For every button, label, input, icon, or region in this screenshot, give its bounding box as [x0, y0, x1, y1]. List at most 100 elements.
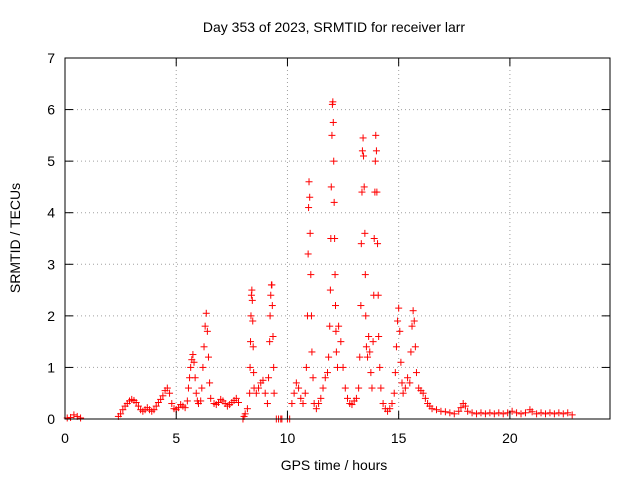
data-point [421, 394, 429, 402]
data-point [269, 332, 277, 340]
data-point [203, 327, 211, 335]
data-point [249, 343, 257, 351]
data-point [235, 398, 243, 406]
data-point [372, 147, 380, 155]
data-point [252, 389, 260, 397]
data-point [292, 379, 300, 387]
data-point [119, 406, 127, 414]
data-point [202, 309, 210, 317]
data-point [270, 389, 278, 397]
data-point [315, 400, 323, 408]
data-point [312, 405, 320, 413]
data-point [541, 410, 549, 418]
data-point [201, 322, 209, 330]
data-point [409, 307, 417, 315]
data-point [243, 405, 251, 413]
data-point [564, 409, 572, 417]
data-point [263, 400, 271, 408]
y-tick-label: 1 [47, 359, 55, 375]
x-tick-label: 15 [391, 430, 407, 446]
y-tick-label: 5 [47, 153, 55, 169]
y-tick-label: 0 [47, 411, 55, 427]
data-point [481, 410, 489, 418]
data-point [365, 332, 373, 340]
data-point [204, 353, 212, 361]
data-point [401, 384, 409, 392]
x-tick-label: 5 [172, 430, 180, 446]
data-point [358, 147, 366, 155]
data-point [356, 353, 364, 361]
data-point [305, 178, 313, 186]
data-point [191, 374, 199, 382]
data-point [232, 394, 240, 402]
data-point [306, 193, 314, 201]
data-point [490, 410, 498, 418]
y-tick-label: 6 [47, 102, 55, 118]
y-tick-label: 7 [47, 50, 55, 66]
data-point [330, 157, 338, 165]
data-point [307, 271, 315, 279]
data-point [326, 286, 334, 294]
data-point [499, 410, 507, 418]
data-point [357, 302, 365, 310]
data-point [546, 409, 554, 417]
data-point [388, 400, 396, 408]
data-point [329, 118, 337, 126]
y-axis-label: SRMTID / TECUs [7, 183, 23, 293]
x-tick-label: 10 [280, 430, 296, 446]
data-point [332, 327, 340, 335]
data-point [391, 369, 399, 377]
data-point [473, 410, 481, 418]
data-point [181, 404, 189, 412]
data-point [331, 302, 339, 310]
data-point [419, 389, 427, 397]
data-point [184, 384, 192, 392]
data-point [187, 363, 195, 371]
data-point [299, 400, 307, 408]
data-point [323, 369, 331, 377]
data-point [198, 384, 206, 392]
data-point [328, 131, 336, 139]
data-point [446, 409, 454, 417]
data-point [325, 353, 333, 361]
data-point [157, 395, 165, 403]
data-point [246, 363, 254, 371]
data-point [374, 291, 382, 299]
data-point [309, 374, 317, 382]
data-point [495, 409, 503, 417]
data-point [398, 379, 406, 387]
data-point [428, 405, 436, 413]
data-point [247, 312, 255, 320]
data-point [379, 400, 387, 408]
data-point [517, 410, 525, 418]
data-point [348, 401, 356, 409]
data-point [373, 188, 381, 196]
data-point [266, 312, 274, 320]
data-point [331, 235, 339, 242]
data-point [533, 410, 541, 418]
data-point [397, 358, 405, 366]
data-point [189, 351, 197, 359]
data-point [319, 384, 327, 392]
data-point [367, 369, 375, 377]
data-point [321, 374, 329, 382]
data-point [288, 400, 296, 408]
data-point [395, 304, 403, 312]
data-point [357, 240, 365, 248]
data-point [199, 363, 207, 371]
data-point [307, 312, 315, 320]
data-point [295, 384, 303, 392]
data-point [537, 409, 545, 417]
data-point [559, 410, 567, 418]
data-point [374, 240, 382, 248]
data-point [361, 271, 369, 279]
data-point [362, 312, 370, 320]
data-point [359, 134, 367, 142]
data-point [268, 302, 276, 310]
data-point [568, 411, 576, 419]
data-point [255, 384, 263, 392]
data-point [528, 408, 536, 416]
data-point [441, 408, 449, 416]
